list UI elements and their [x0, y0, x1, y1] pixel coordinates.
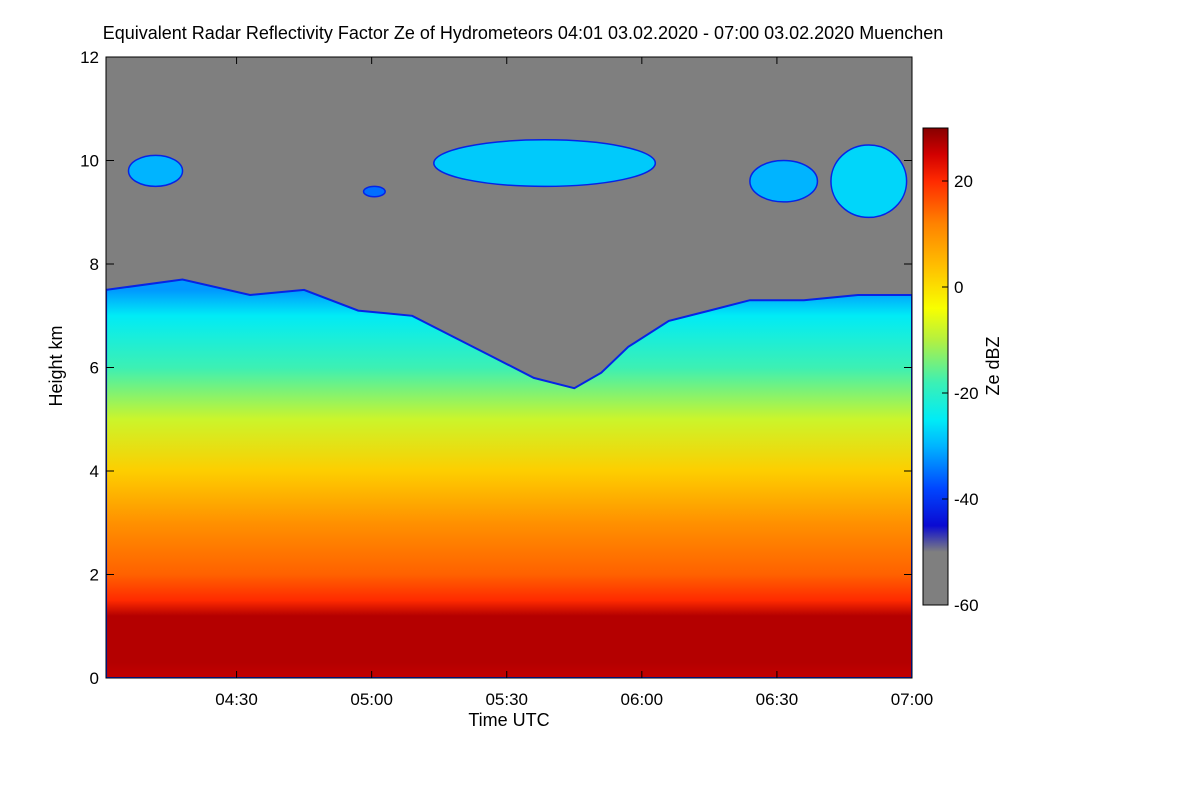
- upper-cloud-patches: [127, 139, 908, 219]
- colorbar-tick-label: -20: [954, 384, 979, 403]
- y-axis-title: Height km: [46, 325, 66, 406]
- chart-title: Equivalent Radar Reflectivity Factor Ze …: [103, 23, 944, 43]
- colorbar-tick-label: -40: [954, 490, 979, 509]
- x-axis-title: Time UTC: [468, 710, 549, 730]
- x-tick-label: 05:30: [485, 690, 528, 709]
- y-tick-label: 12: [80, 48, 99, 67]
- x-tick-label: 05:00: [350, 690, 393, 709]
- y-tick-label: 2: [90, 566, 99, 585]
- y-tick-label: 6: [90, 359, 99, 378]
- y-tick-label: 0: [90, 669, 99, 688]
- upper-cloud-patch: [749, 159, 819, 203]
- plot-area: [105, 56, 913, 679]
- colorbar-tick-label: -60: [954, 596, 979, 615]
- colorbar-tick-label: 20: [954, 172, 973, 191]
- y-tick-label: 4: [90, 462, 99, 481]
- x-tick-label: 06:00: [621, 690, 664, 709]
- echo-top-edge: [106, 278, 912, 678]
- x-tick-label: 04:30: [215, 690, 258, 709]
- colorbar: 20 0 -20 -40 -60 Ze dBZ: [922, 127, 1003, 615]
- colorbar-tick-label: 0: [954, 278, 963, 297]
- upper-cloud-patch: [830, 144, 908, 219]
- x-axis: 04:30 05:00 05:30 06:00 06:30 07:00: [215, 57, 933, 709]
- upper-cloud-patch: [362, 185, 386, 198]
- upper-cloud-patch: [127, 154, 184, 188]
- colorbar-title: Ze dBZ: [983, 336, 1003, 395]
- x-tick-label: 06:30: [756, 690, 799, 709]
- upper-cloud-patch: [433, 139, 657, 188]
- y-tick-label: 10: [80, 152, 99, 171]
- colorbar-scale: [922, 127, 949, 606]
- y-axis: 0 2 4 6 8 10 12: [80, 48, 912, 688]
- x-tick-label: 07:00: [891, 690, 934, 709]
- colorbar-ticks: 20 0 -20 -40 -60: [942, 172, 979, 615]
- y-tick-label: 8: [90, 255, 99, 274]
